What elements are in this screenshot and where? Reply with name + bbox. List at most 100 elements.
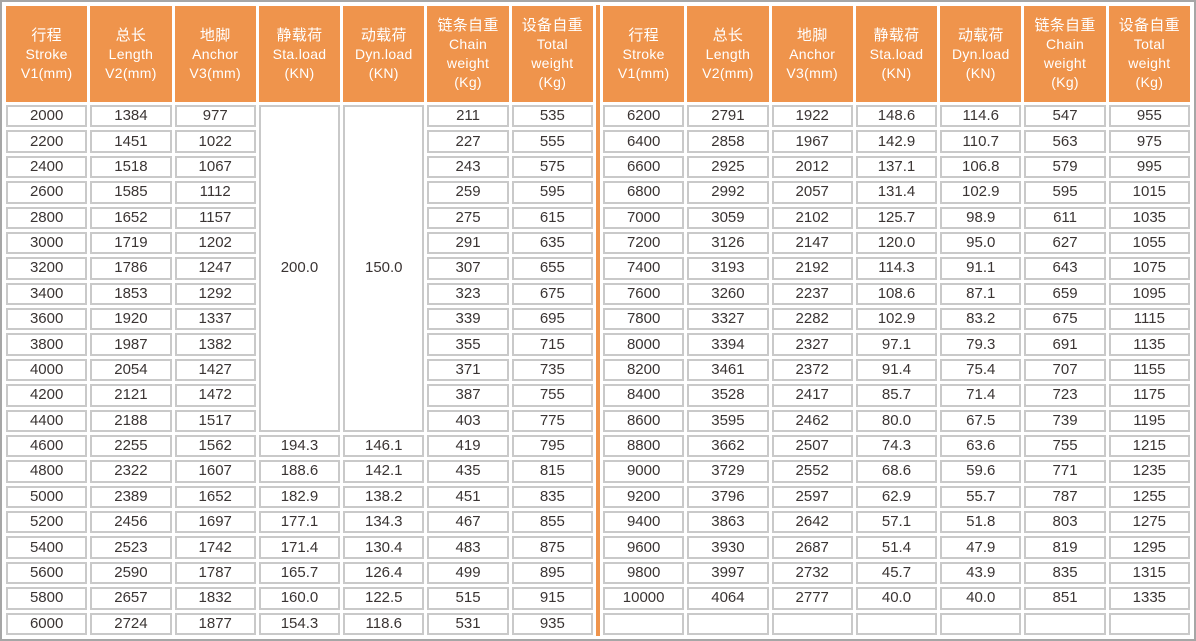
table-cell: 7000 [603,206,685,229]
table-cell: 815 [511,460,593,483]
table-cell: 675 [1024,308,1106,331]
table-cell: 10000 [603,587,685,610]
table-divider [596,5,600,636]
table-cell: 2600 [6,181,88,204]
table-cell: 595 [1024,181,1106,204]
table-cell: 2800 [6,206,88,229]
table-cell: 339 [427,308,509,331]
table-cell: 1987 [90,333,172,356]
header-line: weight [1128,55,1171,71]
table-cell: 97.1 [855,333,938,356]
table-row: 6600 2925 2012 137.1 106.8 579 995 [603,155,1190,179]
table-cell: 188.6 [258,460,341,483]
table-cell: 1517 [174,409,256,432]
table-cell: 75.4 [940,358,1022,382]
table-row: 10000 4064 2777 40.0 40.0 851 1335 [603,587,1190,610]
table-row: 3400 1853 1292 323 675 [6,282,593,305]
table-cell: 108.6 [855,282,938,305]
table-cell: 1215 [1108,434,1190,458]
table-cell: 9400 [603,511,685,534]
table-cell: 595 [511,181,593,204]
table-cell: 3461 [687,358,769,382]
table-cell: 4064 [687,587,769,610]
table-cell: 1175 [1108,384,1190,407]
table-cell: 1451 [90,130,172,153]
table-cell: 1055 [1108,231,1190,255]
table-cell: 555 [511,130,593,153]
table-cell: 243 [427,155,509,179]
table-cell: 1853 [90,282,172,305]
table-cell: 2054 [90,358,172,382]
table-row: 3200 1786 1247 307 655 [6,257,593,280]
table-row: 7600 3260 2237 108.6 87.1 659 1095 [603,282,1190,305]
table-cell: 2992 [687,181,769,204]
header-line: (Kg) [454,74,482,90]
table-cell: 74.3 [855,434,938,458]
table-cell: 3260 [687,282,769,305]
table-cell: 8400 [603,384,685,407]
table-cell: 2400 [6,155,88,179]
table-cell: 98.9 [940,206,1022,229]
table-row: 7400 3193 2192 114.3 91.1 643 1075 [603,257,1190,280]
table-cell: 755 [511,384,593,407]
table-cell: 2462 [771,409,853,432]
table-cell: 3729 [687,460,769,483]
header-line: V2(mm) [105,64,157,81]
header-line: V1(mm) [20,64,73,81]
table-cell: 675 [511,282,593,305]
table-cell: 3528 [687,384,769,407]
table-cell: 275 [427,206,509,229]
table-cell: 3600 [6,308,88,331]
table-cell: 3200 [6,257,88,280]
table-cell: 2858 [687,130,769,153]
table-row: 2600 1585 1112 259 595 [6,181,593,204]
header-line: weight [446,55,490,71]
table-cell: 9800 [603,561,685,585]
table-cell: 1922 [771,105,853,128]
header-line: Total [536,36,568,52]
table-cell: 435 [427,460,509,483]
table-cell: 2200 [6,130,88,153]
header-cell-dynamic-load: 动载荷 Dyn.load (KN) [940,6,1022,102]
header-cell-static-load: 静载荷 Sta.load (KN) [855,6,938,102]
spec-table-right-panel: 行程 Stroke V1(mm) 总长 Length V2(mm) 地脚 Anchor V3(m… [600,3,1193,638]
table-row: 6800 2992 2057 131.4 102.9 595 1015 [603,181,1190,204]
table-row: 7800 3327 2282 102.9 83.2 675 1115 [603,308,1190,331]
table-cell: 67.5 [940,409,1022,432]
table-cell: 2188 [90,409,172,432]
table-row: 3800 1987 1382 355 715 [6,333,593,356]
header-line: Dyn.load [354,45,413,62]
table-cell: 131.4 [855,181,938,204]
table-row: 5200 2456 1697 177.1 134.3 467 855 [6,511,593,534]
table-cell: 499 [427,561,509,585]
header-cell-stroke: 行程 Stroke V1(mm) [603,6,685,102]
table-cell: 62.9 [855,485,938,508]
table-row [603,612,1190,635]
table-cell: 739 [1024,409,1106,432]
table-cell: 142.9 [855,130,938,153]
header-line: 总长 [115,26,147,44]
table-cell: 419 [427,434,509,458]
table-cell: 2925 [687,155,769,179]
table-cell: 2121 [90,384,172,407]
table-cell: 2642 [771,511,853,534]
table-cell: 2389 [90,485,172,508]
table-cell: 835 [1024,561,1106,585]
table-cell: 371 [427,358,509,382]
table-cell: 915 [511,587,593,610]
table-cell: 2732 [771,561,853,585]
table-cell: 323 [427,282,509,305]
table-cell: 51.4 [855,536,938,559]
header-line: 行程 [31,26,62,44]
table-cell: 695 [511,308,593,331]
table-cell: 7800 [603,308,685,331]
table-cell: 615 [511,206,593,229]
table-cell-empty [855,612,938,635]
table-cell: 803 [1024,511,1106,534]
table-cell: 627 [1024,231,1106,255]
header-cell-length: 总长 Length V2(mm) [90,6,172,102]
table-cell: 43.9 [940,561,1022,585]
table-cell: 1022 [174,130,256,153]
table-cell: 7600 [603,282,685,305]
